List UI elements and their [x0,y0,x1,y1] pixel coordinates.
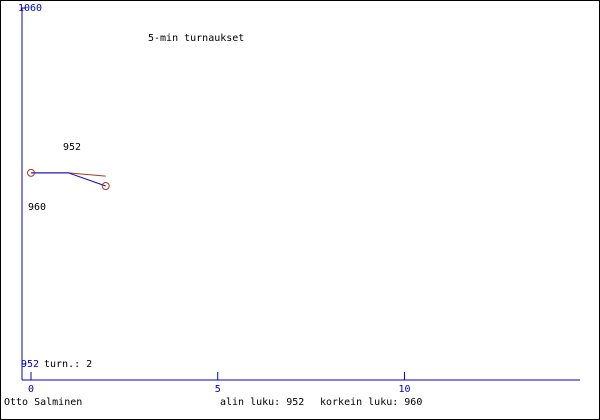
annotation: 952 [63,142,81,153]
y-tick-label: 952 [21,359,39,370]
x-tick-label: 0 [28,384,34,395]
games-label: turn.: 2 [44,359,92,370]
chart-title: 5-min turnaukset [148,33,244,44]
series-line [31,172,106,187]
player-name: Otto Salminen [4,397,82,408]
point-marker [27,168,35,177]
annotation: 960 [28,202,46,213]
x-tick-label: 10 [398,384,410,395]
x-tick-label: 5 [215,384,221,395]
lowest-rating: alin luku: 952 [220,397,304,408]
highest-rating: korkein luku: 960 [320,397,422,408]
y-tick-label: 1060 [18,3,42,14]
point-marker [101,182,110,190]
